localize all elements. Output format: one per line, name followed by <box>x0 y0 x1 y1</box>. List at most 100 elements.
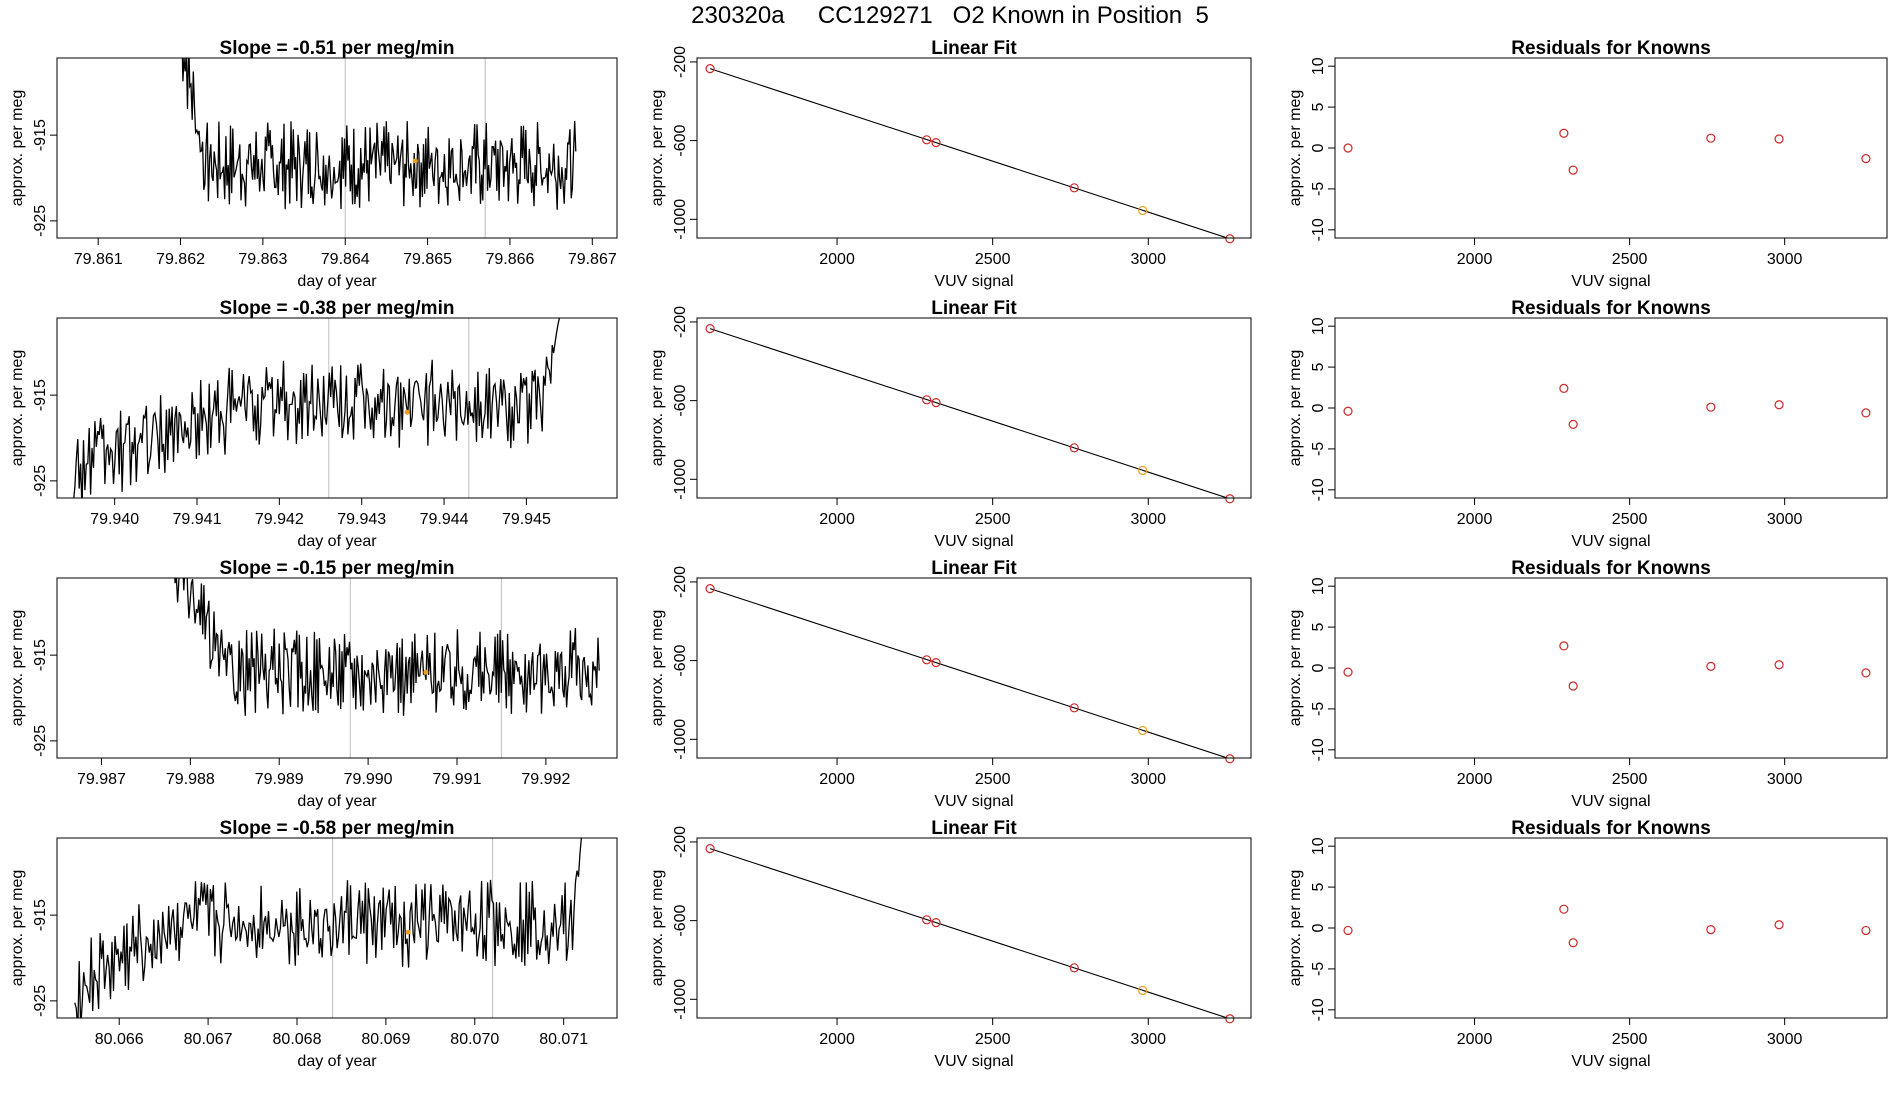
panel-11: Linear Fit 2000 2500 3000 VUV signal -1000 -60… <box>649 818 1252 1070</box>
x-tick-label: 3000 <box>1130 511 1166 528</box>
y-tick-label: -10 <box>1310 218 1327 241</box>
x-tick-label: 79.988 <box>166 771 215 788</box>
data-point <box>1774 660 1784 670</box>
y-tick-label: 10 <box>1310 577 1327 595</box>
data-point <box>1069 963 1079 973</box>
panel-2: Linear Fit 2000 2500 3000 VUV signal -1000 -60… <box>649 38 1252 290</box>
data-point <box>1774 134 1784 144</box>
x-tick-label: 2500 <box>975 511 1011 528</box>
highlight-point <box>404 409 410 415</box>
data-point <box>1559 904 1569 914</box>
x-tick-label: 79.943 <box>337 511 386 528</box>
y-tick-label: -925 <box>32 985 49 1017</box>
y-tick-label: 10 <box>1310 317 1327 335</box>
y-axis-label: approx. per meg <box>649 870 666 987</box>
panel-8: Linear Fit 2000 2500 3000 VUV signal -1000 -60… <box>649 558 1252 810</box>
panel-title: Slope = -0.51 per meg/min <box>220 38 455 59</box>
plot-frame <box>696 577 1252 759</box>
x-tick-label: 2000 <box>1457 771 1493 788</box>
data-point <box>1343 925 1353 936</box>
data-point <box>1559 641 1569 651</box>
x-tick-label: 2000 <box>819 511 855 528</box>
data-point <box>1559 383 1569 393</box>
y-axis-label: approx. per meg <box>1287 90 1304 207</box>
data-point <box>1138 205 1148 216</box>
x-tick-label: 79.867 <box>568 251 617 268</box>
x-tick-label: 2000 <box>1457 1031 1493 1048</box>
data-point <box>1774 920 1784 930</box>
panel-title: Linear Fit <box>931 558 1017 579</box>
y-tick-label: -915 <box>32 639 49 671</box>
y-tick-label: 0 <box>1310 403 1327 412</box>
y-tick-label: -925 <box>32 205 49 237</box>
x-tick-label: 2500 <box>975 251 1011 268</box>
x-tick-label: 79.865 <box>403 251 452 268</box>
data-point <box>705 844 715 854</box>
y-axis: -1000 -600 -200 <box>672 306 697 500</box>
y-axis-label: approx. per meg <box>9 350 26 467</box>
y-tick-label: -200 <box>672 826 689 858</box>
x-tick-label: 79.991 <box>433 771 482 788</box>
panel-title: Linear Fit <box>931 298 1017 319</box>
time-series-line <box>74 838 583 1018</box>
data-point <box>1861 668 1871 678</box>
fit-line <box>709 588 1230 758</box>
time-series-line <box>174 578 600 716</box>
x-tick-label: 2500 <box>1612 1031 1648 1048</box>
y-tick-label: 5 <box>1310 363 1327 372</box>
highlight-point <box>405 929 411 935</box>
y-tick-label: -5 <box>1310 962 1327 976</box>
x-axis: 2000 2500 3000 <box>819 238 1166 268</box>
plot-frame <box>696 837 1252 1019</box>
panel-10: Slope = -0.58 per meg/min 80.066 80.067 80.… <box>9 818 618 1070</box>
x-axis: 79.940 79.941 79.942 79.943 79.944 79.945 <box>90 498 551 528</box>
data-point <box>922 135 932 145</box>
x-axis: 79.861 79.862 79.863 79.864 79.865 79.866 79.8… <box>74 238 617 268</box>
x-axis-label: VUV signal <box>934 533 1013 550</box>
data-point <box>1069 443 1079 453</box>
x-axis-label: VUV signal <box>1571 533 1650 550</box>
x-tick-label: 2000 <box>1457 251 1493 268</box>
fit-line <box>709 68 1230 238</box>
x-tick-label: 79.942 <box>255 511 304 528</box>
y-axis: -1000 -600 -200 <box>672 826 697 1020</box>
time-series-line <box>181 58 577 210</box>
y-axis: -10 -5 0 5 10 <box>1310 317 1335 501</box>
data-point <box>705 64 715 74</box>
data-point <box>1774 400 1784 410</box>
data-point <box>1225 1014 1235 1024</box>
y-tick-label: -1000 <box>672 979 689 1020</box>
x-tick-label: 3000 <box>1767 511 1803 528</box>
data-point <box>922 915 932 925</box>
data-point <box>1225 494 1235 504</box>
fit-line <box>709 848 1230 1018</box>
y-tick-label: -600 <box>672 905 689 937</box>
x-tick-label: 79.864 <box>321 251 370 268</box>
y-axis: -1000 -600 -200 <box>672 46 697 240</box>
y-tick-label: -10 <box>1310 998 1327 1021</box>
x-axis: 80.066 80.067 80.068 80.069 80.070 80.071 <box>95 1018 588 1048</box>
data-point <box>1568 165 1578 175</box>
page-title: 230320a CC129271 O2 Known in Position 5 <box>691 2 1209 29</box>
data-point <box>705 324 715 334</box>
y-tick-label: -1000 <box>672 199 689 240</box>
panel-title: Slope = -0.58 per meg/min <box>220 818 455 839</box>
y-axis: -10 -5 0 5 10 <box>1310 577 1335 761</box>
y-tick-label: -200 <box>672 306 689 338</box>
x-tick-label: 79.989 <box>255 771 304 788</box>
x-tick-label: 3000 <box>1130 1031 1166 1048</box>
x-axis-label: VUV signal <box>1571 793 1650 810</box>
x-tick-label: 79.945 <box>502 511 551 528</box>
x-tick-label: 80.067 <box>184 1031 233 1048</box>
data-point <box>1568 419 1578 429</box>
x-tick-label: 3000 <box>1767 251 1803 268</box>
x-tick-label: 79.862 <box>156 251 205 268</box>
y-tick-label: -5 <box>1310 702 1327 716</box>
plot-frame <box>56 577 618 759</box>
plot-frame <box>1334 317 1888 499</box>
panel-title: Residuals for Knowns <box>1511 298 1711 319</box>
x-tick-label: 79.987 <box>77 771 126 788</box>
y-tick-label: -10 <box>1310 738 1327 761</box>
panel-title: Slope = -0.38 per meg/min <box>220 298 455 319</box>
